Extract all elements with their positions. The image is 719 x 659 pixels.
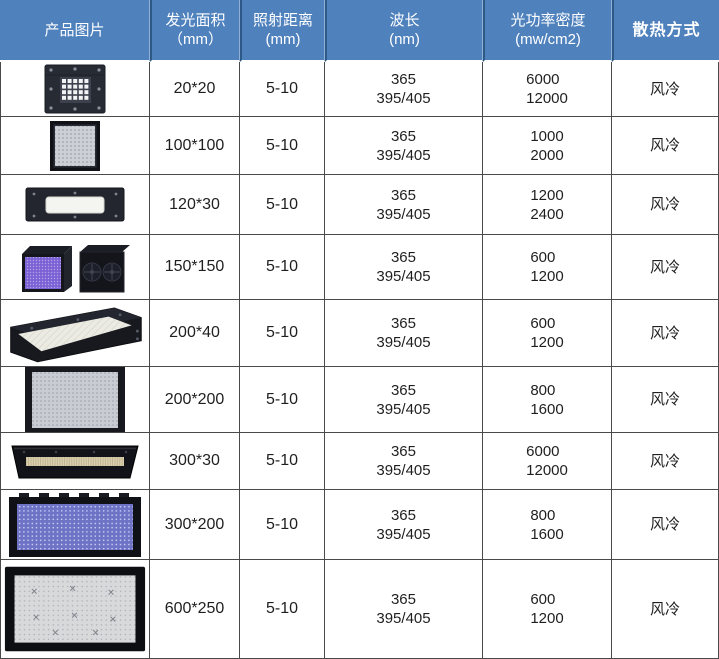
wavelength-value: 365 395/405 [325, 560, 483, 659]
led-bar-photo [11, 445, 139, 479]
wavelength-value: 365 395/405 [325, 300, 483, 367]
product-image-100x100 [0, 117, 150, 175]
header-label: 波长 [389, 12, 420, 29]
distance-value: 5-10 [240, 433, 325, 490]
wavelength-value: 365 395/405 [325, 433, 483, 490]
cooling-value: 风冷 [612, 62, 719, 117]
led-cubes-photo [22, 245, 130, 293]
header-label: 散热方式 [632, 21, 701, 39]
header-unit: (nm) [389, 31, 420, 48]
power-density-value: 6000 12000 [483, 62, 612, 117]
led-panel-photo [9, 492, 141, 557]
distance-value: 5-10 [240, 235, 325, 300]
distance-value: 5-10 [240, 300, 325, 367]
header-unit: (mw/cm2) [515, 31, 581, 48]
header-label: 照射距离 [252, 12, 313, 29]
emitting-area-value: 600*250 [150, 560, 240, 659]
col-header-emitting-area: 发光面积 （mm） [150, 0, 240, 62]
product-image-300x200 [0, 490, 150, 560]
power-density-value: 600 1200 [483, 300, 612, 367]
header-unit: (mm) [265, 31, 301, 48]
distance-value: 5-10 [240, 490, 325, 560]
header-label: 光功率密度 [510, 12, 586, 29]
emitting-area-value: 200*200 [150, 367, 240, 433]
product-image-150x150 [0, 235, 150, 300]
cooling-value: 风冷 [612, 235, 719, 300]
power-density-value: 600 1200 [483, 235, 612, 300]
power-density-value: 6000 12000 [483, 433, 612, 490]
product-image-20x20 [0, 62, 150, 117]
led-panel-photo [50, 120, 100, 171]
wavelength-value: 365 395/405 [325, 367, 483, 433]
cooling-value: 风冷 [612, 117, 719, 175]
led-panel-photo [25, 367, 125, 432]
col-header-irradiation-distance: 照射距离 (mm) [240, 0, 325, 62]
led-panel-photo [4, 566, 146, 652]
power-density-value: 1000 2000 [483, 117, 612, 175]
emitting-area-value: 100*100 [150, 117, 240, 175]
product-image-600x250 [0, 560, 150, 659]
cooling-value: 风冷 [612, 433, 719, 490]
emitting-area-value: 200*40 [150, 300, 240, 367]
emitting-area-value: 300*200 [150, 490, 240, 560]
led-wedge-photo [10, 307, 142, 363]
distance-value: 5-10 [240, 367, 325, 433]
product-image-120x30 [0, 175, 150, 235]
product-image-300x30 [0, 433, 150, 490]
emitting-area-value: 150*150 [150, 235, 240, 300]
power-density-value: 800 1600 [483, 490, 612, 560]
power-density-value: 800 1600 [483, 367, 612, 433]
col-header-wavelength: 波长 (nm) [325, 0, 483, 62]
cooling-value: 风冷 [612, 300, 719, 367]
header-unit: （mm） [168, 31, 223, 48]
led-bar-photo [25, 187, 125, 221]
led-module-photo [44, 64, 106, 114]
col-header-cooling-method: 散热方式 [612, 0, 719, 62]
distance-value: 5-10 [240, 62, 325, 117]
distance-value: 5-10 [240, 117, 325, 175]
cooling-value: 风冷 [612, 560, 719, 659]
header-label: 产品图片 [44, 21, 105, 39]
wavelength-value: 365 395/405 [325, 117, 483, 175]
distance-value: 5-10 [240, 560, 325, 659]
power-density-value: 600 1200 [483, 560, 612, 659]
wavelength-value: 365 395/405 [325, 490, 483, 560]
col-header-power-density: 光功率密度 (mw/cm2) [483, 0, 612, 62]
power-density-value: 1200 2400 [483, 175, 612, 235]
cooling-value: 风冷 [612, 367, 719, 433]
col-header-product-image: 产品图片 [0, 0, 150, 62]
wavelength-value: 365 395/405 [325, 235, 483, 300]
emitting-area-value: 300*30 [150, 433, 240, 490]
cooling-value: 风冷 [612, 490, 719, 560]
emitting-area-value: 120*30 [150, 175, 240, 235]
wavelength-value: 365 395/405 [325, 62, 483, 117]
wavelength-value: 365 395/405 [325, 175, 483, 235]
distance-value: 5-10 [240, 175, 325, 235]
cooling-value: 风冷 [612, 175, 719, 235]
emitting-area-value: 20*20 [150, 62, 240, 117]
header-label: 发光面积 [165, 12, 226, 29]
product-image-200x200 [0, 367, 150, 433]
product-image-200x40 [0, 300, 150, 367]
